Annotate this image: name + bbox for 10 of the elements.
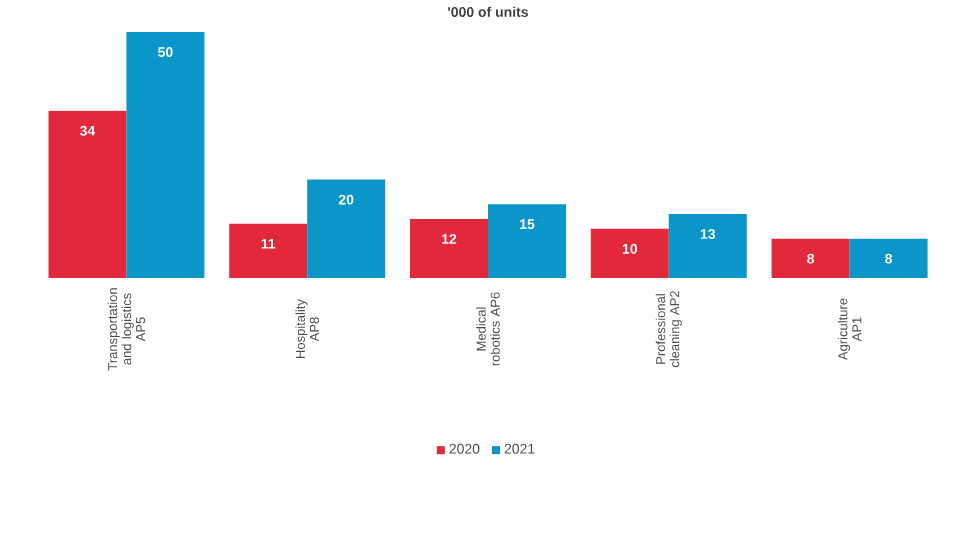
bar bbox=[48, 110, 127, 278]
bar bbox=[771, 238, 850, 278]
bar bbox=[229, 223, 308, 278]
bar bbox=[668, 214, 747, 278]
bar bbox=[488, 204, 566, 278]
bar bbox=[410, 218, 488, 278]
bar bbox=[307, 179, 386, 278]
bar bbox=[849, 238, 928, 278]
bar bbox=[126, 32, 205, 278]
bar bbox=[590, 228, 669, 278]
